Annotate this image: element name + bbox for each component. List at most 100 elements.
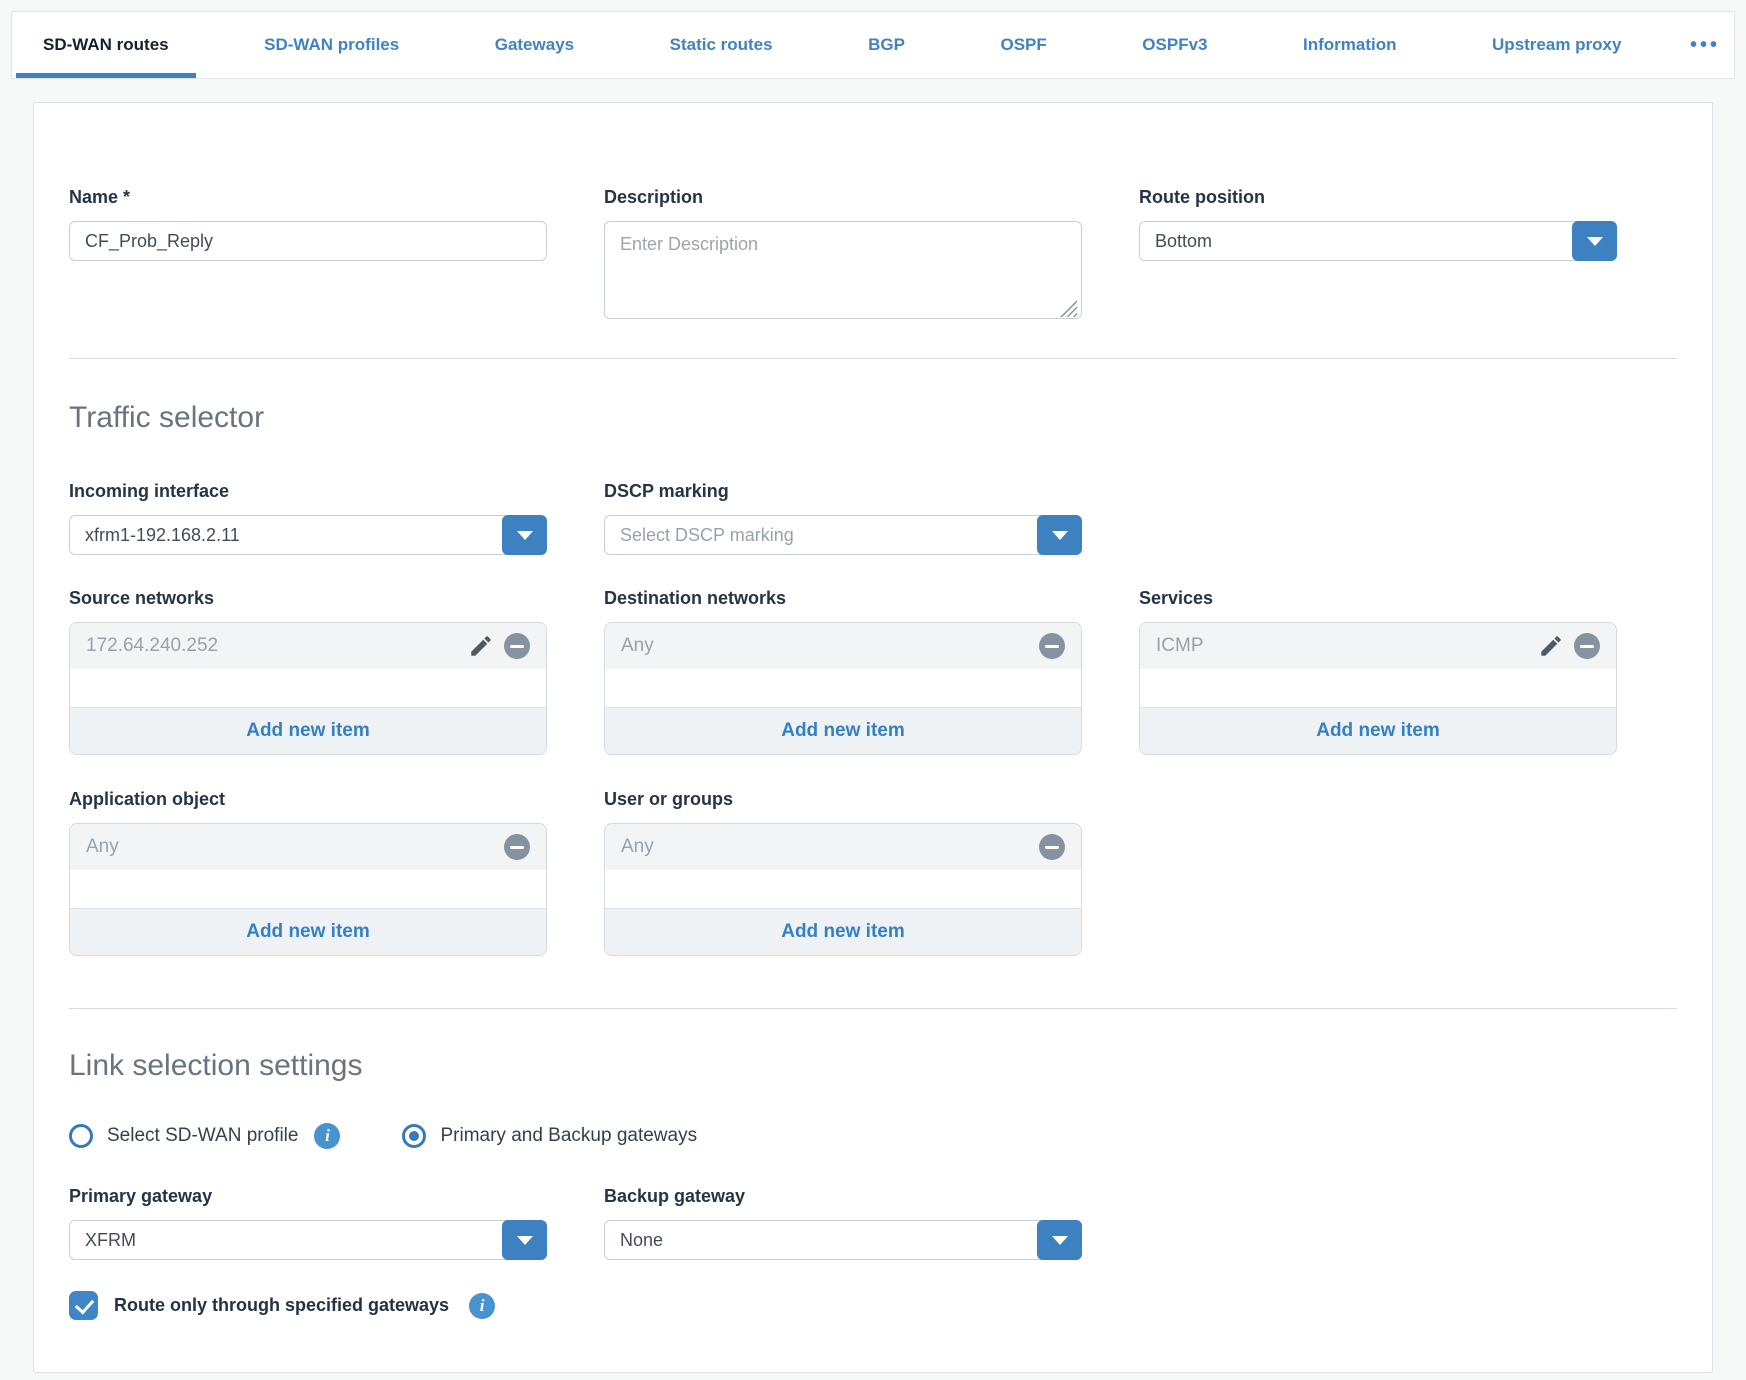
tab-label: SD-WAN routes — [43, 35, 169, 54]
radio-primary-and-backup-gateways[interactable]: Primary and Backup gateways — [402, 1124, 697, 1148]
destination-networks-listbox: Any Add new item — [604, 622, 1082, 755]
tab-bgp[interactable]: BGP — [841, 12, 932, 78]
link-selection-heading: Link selection settings — [69, 1049, 363, 1082]
tab-label: Static routes — [669, 35, 773, 54]
incoming-interface-label: Incoming interface — [69, 481, 230, 501]
add-new-item-label: Add new item — [781, 720, 905, 741]
link-selection-radio-row: Select SD-WAN profile i Primary and Back… — [69, 1123, 1677, 1149]
user-or-groups-label: User or groups — [604, 789, 734, 809]
sd-wan-route-form: Name * Description Route position Bottom… — [33, 102, 1713, 1373]
services-listbox: ICMP Add new item — [1139, 622, 1617, 755]
tab-label: OSPFv3 — [1142, 35, 1208, 54]
list-item-text: ICMP — [1156, 635, 1204, 656]
edit-item-icon[interactable] — [468, 633, 494, 659]
interface-dscp-row: Incoming interface xfrm1-192.168.2.11 DS… — [69, 481, 1677, 555]
list-item-text: Any — [86, 836, 119, 857]
tab-sd-wan-routes[interactable]: SD-WAN routes — [16, 12, 196, 78]
route-position-value: Bottom — [1155, 230, 1213, 251]
tab-bar: SD-WAN routes SD-WAN profiles Gateways S… — [11, 11, 1735, 79]
list-item: 172.64.240.252 — [70, 623, 546, 669]
section-divider — [69, 1008, 1677, 1009]
tab-upstream-proxy[interactable]: Upstream proxy — [1465, 12, 1648, 78]
tab-label: BGP — [868, 35, 905, 54]
edit-item-icon[interactable] — [1538, 633, 1564, 659]
backup-gateway-dropdown-button[interactable] — [1037, 1220, 1082, 1260]
dscp-marking-placeholder: Select DSCP marking — [620, 524, 794, 545]
route-only-checkbox-row: Route only through specified gateways i — [69, 1291, 1677, 1320]
name-field-group: Name * — [69, 187, 547, 261]
radio-select-sd-wan-profile[interactable]: Select SD-WAN profile — [69, 1124, 298, 1148]
remove-item-icon[interactable] — [1039, 834, 1065, 860]
application-object-listbox: Any Add new item — [69, 823, 547, 956]
item-actions — [1538, 633, 1600, 659]
tab-ospf[interactable]: OSPF — [973, 12, 1073, 78]
dscp-marking-select[interactable]: Select DSCP marking — [604, 515, 1082, 555]
services-field-group: Services ICMP Add new item — [1139, 588, 1617, 755]
remove-item-icon[interactable] — [1039, 633, 1065, 659]
add-new-item-label: Add new item — [246, 720, 370, 741]
chevron-down-icon — [1051, 530, 1068, 540]
tab-ospfv3[interactable]: OSPFv3 — [1115, 12, 1234, 78]
backup-gateway-field-group: Backup gateway None — [604, 1186, 1082, 1260]
add-new-item-button[interactable]: Add new item — [605, 707, 1081, 754]
application-object-label: Application object — [69, 789, 226, 809]
tab-label: Information — [1303, 35, 1397, 54]
checkbox-checked-icon[interactable] — [69, 1291, 98, 1320]
source-networks-field-group: Source networks 172.64.240.252 Add new i… — [69, 588, 547, 755]
route-position-field-group: Route position Bottom — [1139, 187, 1617, 261]
add-new-item-button[interactable]: Add new item — [70, 908, 546, 955]
route-only-checkbox-label: Route only through specified gateways — [114, 1295, 450, 1315]
description-label: Description — [604, 187, 704, 207]
tab-information[interactable]: Information — [1276, 12, 1424, 78]
list-item: Any — [70, 824, 546, 870]
backup-gateway-select[interactable]: None — [604, 1220, 1082, 1260]
add-new-item-button[interactable]: Add new item — [605, 908, 1081, 955]
description-textarea-wrap — [604, 221, 1082, 324]
route-position-select[interactable]: Bottom — [1139, 221, 1617, 261]
incoming-interface-dropdown-button[interactable] — [502, 515, 547, 555]
application-users-row: Application object Any Add new item User… — [69, 789, 1677, 956]
listbox-empty-area — [1140, 669, 1616, 707]
remove-item-icon[interactable] — [504, 834, 530, 860]
name-input[interactable] — [69, 221, 547, 261]
chevron-down-icon — [516, 530, 533, 540]
networks-services-row: Source networks 172.64.240.252 Add new i… — [69, 588, 1677, 755]
name-label: Name * — [69, 187, 131, 207]
primary-gateway-dropdown-button[interactable] — [502, 1220, 547, 1260]
chevron-down-icon — [516, 1235, 533, 1245]
section-divider — [69, 358, 1677, 359]
radio-selected-icon[interactable] — [402, 1124, 427, 1148]
route-position-dropdown-button[interactable] — [1572, 221, 1617, 261]
info-icon[interactable]: i — [314, 1123, 341, 1149]
radio-unselected-icon[interactable] — [69, 1124, 93, 1148]
tab-gateways[interactable]: Gateways — [468, 12, 601, 78]
dscp-marking-label: DSCP marking — [604, 481, 729, 501]
tab-label: Upstream proxy — [1492, 35, 1622, 54]
tab-label: SD-WAN profiles — [264, 35, 400, 54]
description-textarea[interactable] — [604, 221, 1082, 319]
item-actions — [1039, 633, 1065, 659]
add-new-item-button[interactable]: Add new item — [70, 707, 546, 754]
tab-label: OSPF — [1000, 35, 1047, 54]
remove-item-icon[interactable] — [504, 633, 530, 659]
destination-networks-field-group: Destination networks Any Add new item — [604, 588, 1082, 755]
primary-gateway-select[interactable]: XFRM — [69, 1220, 547, 1260]
info-icon[interactable]: i — [469, 1292, 496, 1319]
backup-gateway-value: None — [620, 1229, 664, 1250]
incoming-interface-select[interactable]: xfrm1-192.168.2.11 — [69, 515, 547, 555]
tab-static-routes[interactable]: Static routes — [643, 12, 800, 78]
item-actions — [468, 633, 530, 659]
backup-gateway-label: Backup gateway — [604, 1186, 746, 1206]
tab-sd-wan-profiles[interactable]: SD-WAN profiles — [237, 12, 426, 78]
more-tabs-icon[interactable]: ••• — [1689, 33, 1720, 56]
remove-item-icon[interactable] — [1574, 633, 1600, 659]
dscp-marking-dropdown-button[interactable] — [1037, 515, 1082, 555]
list-item: Any — [605, 623, 1081, 669]
listbox-empty-area — [605, 870, 1081, 908]
source-networks-label: Source networks — [69, 588, 215, 608]
listbox-empty-area — [70, 870, 546, 908]
user-or-groups-listbox: Any Add new item — [604, 823, 1082, 956]
add-new-item-button[interactable]: Add new item — [1140, 707, 1616, 754]
gateways-row: Primary gateway XFRM Backup gateway None — [69, 1186, 1677, 1260]
radio-label: Select SD-WAN profile — [107, 1125, 299, 1146]
